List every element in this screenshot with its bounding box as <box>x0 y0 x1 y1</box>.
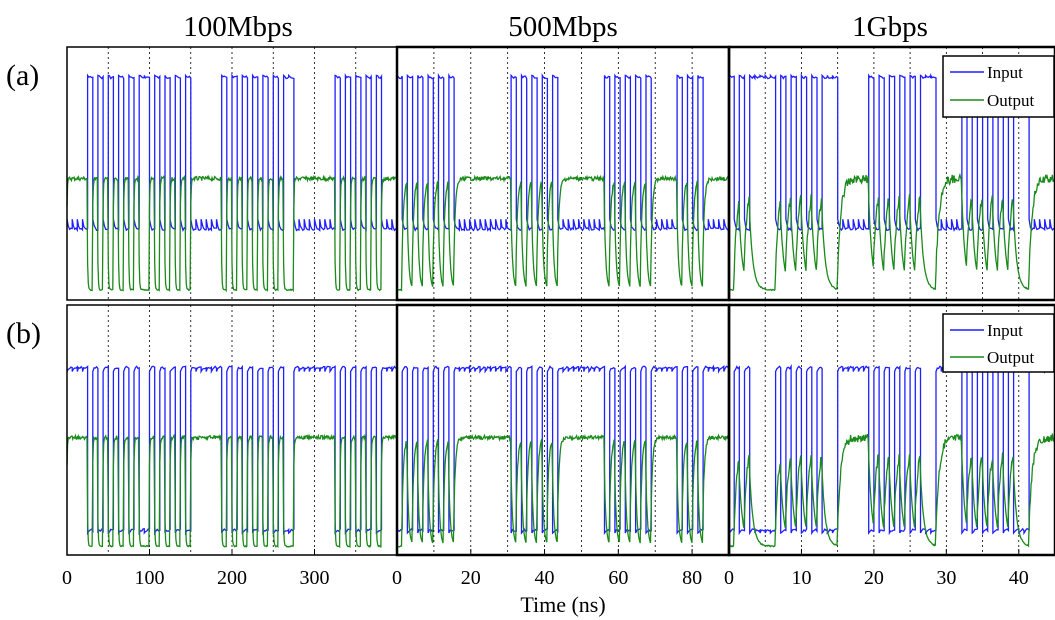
input-waveform-r0c1 <box>396 72 730 233</box>
output-waveform-r1c2 <box>728 433 1055 548</box>
legend-box-a <box>942 55 1055 118</box>
x-tick-label: 100 <box>135 567 165 589</box>
x-tick-label: 200 <box>217 567 247 589</box>
legend-row-a: Input Output <box>942 55 1055 118</box>
output-waveform-r1c1 <box>396 433 730 548</box>
row-label-a: (a) <box>6 59 39 92</box>
x-tick-label: 40 <box>535 567 555 589</box>
x-tick-label: 0 <box>392 567 402 589</box>
legend-row-b: Input Output <box>942 313 1055 373</box>
x-tick-label: 40 <box>1009 567 1029 589</box>
row-label-b: (b) <box>6 317 41 350</box>
column-title-100mbps: 100Mbps <box>183 11 293 43</box>
x-tick-label: 10 <box>791 567 811 589</box>
legend-label-input-b: Input <box>987 321 1023 340</box>
output-waveform-r1c0 <box>66 433 397 549</box>
legend-label-input-a: Input <box>987 63 1023 82</box>
output-waveform-r0c1 <box>396 174 729 292</box>
x-tick-label: 20 <box>461 567 481 589</box>
output-waveform-r0c0 <box>66 174 397 293</box>
column-title-1gbps: 1Gbps <box>852 11 928 43</box>
x-tick-label: 20 <box>864 567 884 589</box>
x-tick-label: 0 <box>62 567 72 589</box>
output-waveform-r0c2 <box>728 172 1055 292</box>
x-tick-label: 30 <box>936 567 956 589</box>
x-tick-label: 300 <box>300 567 330 589</box>
column-title-500mbps: 500Mbps <box>508 11 618 43</box>
legend-label-output-a: Output <box>987 91 1035 110</box>
panel-frame-r1c1 <box>395 303 731 557</box>
x-tick-label: 60 <box>608 567 628 589</box>
x-axis-label: Time (ns) <box>520 592 605 617</box>
x-axis-ticks: 0 100 200 300 0 20 40 60 80 0 10 20 30 40 <box>62 549 1029 589</box>
panel-frame-r0c2 <box>727 45 1055 302</box>
panels-group <box>66 45 1055 557</box>
legend-box-b <box>942 313 1055 373</box>
panel-frame-r1c2 <box>727 303 1055 557</box>
legend-label-output-b: Output <box>987 348 1035 367</box>
input-waveform-r0c0 <box>66 73 398 233</box>
input-waveform-r0c2 <box>728 73 1055 233</box>
x-tick-label: 80 <box>682 567 702 589</box>
x-tick-label: 0 <box>724 567 734 589</box>
